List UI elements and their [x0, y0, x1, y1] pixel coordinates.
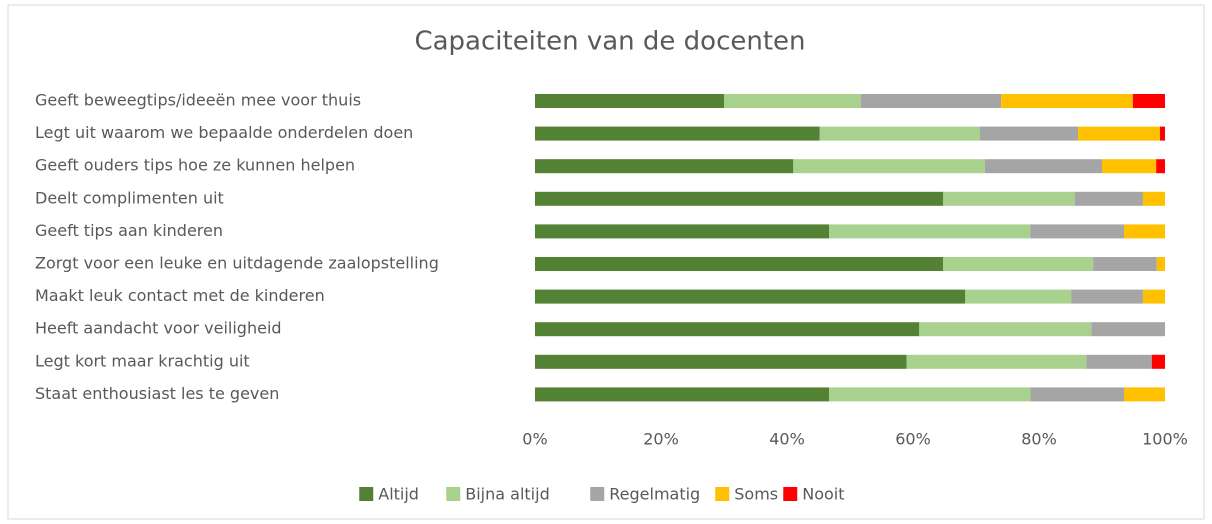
bar-segment — [1093, 257, 1157, 271]
bar-segment — [984, 159, 1102, 174]
y-tick-label: Heeft aandacht voor veiligheid — [35, 319, 282, 338]
bar-segment — [906, 354, 1087, 369]
bar-segment — [535, 354, 907, 369]
y-tick-label: Legt kort maar krachtig uit — [35, 351, 250, 370]
bar-segment — [535, 191, 944, 206]
legend-label: Altijd — [378, 485, 419, 504]
bar-segment — [535, 94, 724, 108]
bar-segment — [1156, 257, 1165, 271]
y-tick-label: Staat enthousiast les te geven — [35, 384, 279, 403]
x-tick-label: 80% — [1021, 430, 1057, 449]
bar-segment — [965, 289, 1072, 304]
bar-segment — [943, 257, 1094, 271]
bar-segment — [1142, 289, 1165, 304]
bar-segment — [535, 224, 830, 239]
bar-segment — [1030, 224, 1125, 239]
bar-segment — [829, 224, 1031, 239]
bar-segment — [724, 94, 861, 108]
x-tick-label: 0% — [522, 430, 547, 449]
bar-segment — [819, 126, 980, 141]
bar-segment — [1071, 289, 1143, 304]
y-tick-label: Zorgt voor een leuke en uitdagende zaalo… — [35, 254, 439, 273]
bar-segment — [535, 257, 944, 271]
bar-segment — [535, 289, 966, 304]
bar-segment — [1030, 387, 1125, 402]
legend-label: Nooit — [802, 485, 844, 504]
x-tick-label: 20% — [643, 430, 679, 449]
bar-segment — [1091, 322, 1165, 337]
bar-segment — [1074, 191, 1143, 206]
bar-segment — [1142, 191, 1165, 206]
x-tick-label: 40% — [769, 430, 805, 449]
legend-swatch — [590, 487, 605, 501]
bar-segment — [1151, 354, 1165, 369]
legend-swatch — [783, 487, 798, 501]
bar-segment — [1102, 159, 1157, 174]
bar-segment — [535, 387, 830, 402]
bar-segment — [860, 94, 1002, 108]
y-tick-label: Legt uit waarom we bepaalde onderdelen d… — [35, 123, 413, 142]
bar-segment — [1159, 126, 1165, 141]
bar-segment — [1124, 224, 1165, 239]
y-tick-label: Geeft tips aan kinderen — [35, 221, 223, 240]
bar-segment — [1001, 94, 1133, 108]
legend-swatch — [446, 487, 461, 501]
legend-swatch — [715, 487, 730, 501]
y-tick-label: Geeft beweegtips/ideeën mee voor thuis — [35, 91, 361, 110]
chart-title: Capaciteiten van de docenten — [414, 27, 805, 57]
legend-swatch — [359, 487, 374, 501]
y-tick-label: Maakt leuk contact met de kinderen — [35, 286, 325, 305]
legend-label: Bijna altijd — [465, 485, 549, 504]
x-tick-label: 100% — [1142, 430, 1188, 449]
bar-segment — [535, 159, 794, 174]
bar-segment — [1132, 94, 1165, 108]
bar-segment — [535, 322, 920, 337]
y-tick-label: Geeft ouders tips hoe ze kunnen helpen — [35, 156, 355, 175]
bar-segment — [1078, 126, 1160, 141]
bar-segment — [1124, 387, 1165, 402]
y-tick-label: Deelt complimenten uit — [35, 188, 224, 207]
legend-label: Regelmatig — [609, 485, 700, 504]
bar-segment — [1086, 354, 1152, 369]
bar-segment — [919, 322, 1092, 337]
bar-segment — [829, 387, 1031, 402]
bar-segment — [1156, 159, 1165, 174]
bar-segment — [943, 191, 1075, 206]
bar-segment — [793, 159, 985, 174]
legend-label: Soms — [734, 485, 778, 504]
bar-segment — [979, 126, 1079, 141]
x-tick-label: 60% — [895, 430, 931, 449]
bar-segment — [535, 126, 820, 141]
